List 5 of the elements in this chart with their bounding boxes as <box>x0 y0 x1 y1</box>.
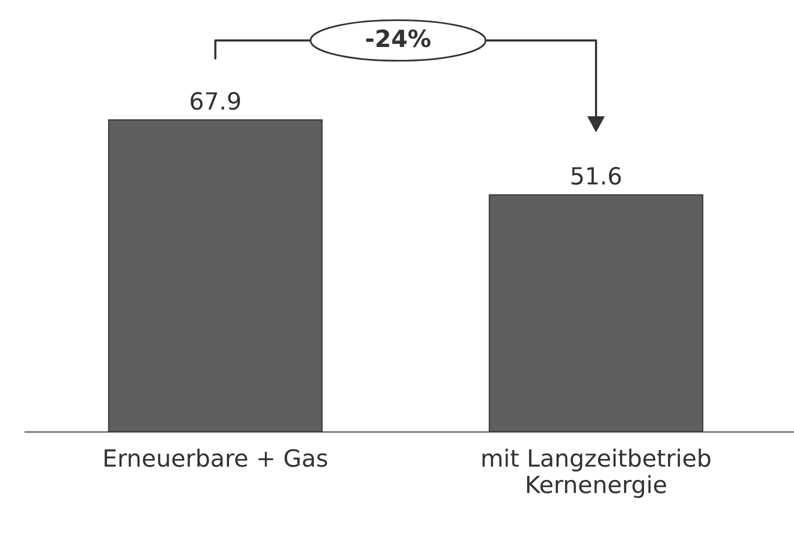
x-tick-label: mit Langzeitbetrieb Kernenergie <box>482 448 710 498</box>
text: -24% <box>366 29 430 48</box>
x-tick-label: Erneuerbare + Gas <box>104 448 328 467</box>
data-label: 51.6 <box>572 166 621 185</box>
data-label: 67.9 <box>190 92 240 110</box>
